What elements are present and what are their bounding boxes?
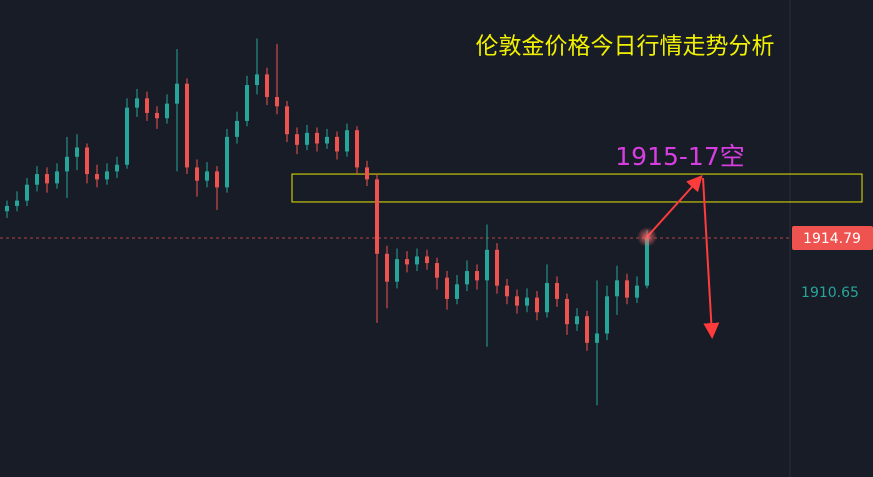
candle-body: [445, 277, 449, 299]
candle-body: [145, 98, 149, 113]
candle-body: [5, 205, 9, 212]
candle-body: [365, 167, 369, 180]
candle-body: [135, 98, 139, 108]
candle-body: [435, 263, 439, 278]
candle-body: [565, 298, 569, 325]
candle-body: [165, 103, 169, 119]
candle-body: [485, 249, 489, 281]
candle-body: [65, 156, 69, 172]
candle-body: [555, 283, 559, 299]
candle-body: [15, 200, 19, 206]
candle-body: [335, 136, 339, 152]
candle-body: [635, 285, 639, 298]
candle-body: [345, 130, 349, 152]
candle-body: [375, 179, 379, 254]
candle-body: [245, 85, 249, 121]
candle-body: [385, 253, 389, 282]
candle-body: [115, 164, 119, 172]
candle-body: [505, 285, 509, 297]
candle-body: [225, 136, 229, 188]
resistance-zone: [291, 173, 863, 203]
candle-body: [315, 132, 319, 144]
candle-body: [55, 171, 59, 184]
candle-body: [25, 184, 29, 201]
candle-body: [455, 284, 459, 299]
candle-body: [525, 297, 529, 306]
candle-body: [585, 316, 589, 343]
price-glow: [637, 227, 657, 247]
candle-body: [205, 171, 209, 181]
candle-body: [605, 296, 609, 334]
chart-title: 伦敦金价格今日行情走势分析: [476, 34, 775, 60]
candle-body: [125, 107, 129, 165]
candle-body: [325, 136, 329, 144]
ref-price-label: 1910.65: [801, 285, 859, 301]
arrow-up: [646, 175, 703, 238]
candle-body: [35, 174, 39, 185]
candle-body: [305, 132, 309, 145]
candle-body: [75, 147, 79, 157]
candle-body: [515, 296, 519, 306]
candle-body: [415, 256, 419, 265]
candle-body: [195, 167, 199, 181]
plot-area: [0, 38, 863, 406]
candle-body: [425, 256, 429, 264]
candle-body: [255, 74, 259, 86]
candle-body: [615, 280, 619, 297]
candle-body: [105, 171, 109, 180]
candle-body: [155, 112, 159, 119]
candle-body: [85, 147, 89, 175]
annotation: 1915-17空: [615, 142, 744, 171]
candle-body: [575, 316, 579, 325]
candle-body: [355, 130, 359, 168]
candle-body: [495, 249, 499, 286]
candle-body: [395, 259, 399, 282]
last-price-box: [792, 225, 873, 250]
candle-body: [95, 174, 99, 180]
candle-body: [285, 106, 289, 135]
candle-body: [545, 283, 549, 313]
candle-body: [465, 271, 469, 285]
candle-body: [175, 83, 179, 104]
candle-body: [265, 74, 269, 97]
candle-body: [185, 83, 189, 168]
candle-body: [215, 171, 219, 188]
candle-body: [595, 333, 599, 343]
arrow-down: [702, 177, 720, 339]
candle-body: [475, 271, 479, 281]
candle-body: [275, 96, 279, 107]
candle-body: [45, 174, 49, 184]
candle-body: [295, 134, 299, 145]
candle-body: [235, 120, 239, 137]
last-price-label: 1914.79: [803, 231, 861, 247]
candle-body: [405, 259, 409, 265]
candle-body: [535, 297, 539, 313]
candle-body: [645, 237, 649, 286]
candle-body: [625, 280, 629, 298]
